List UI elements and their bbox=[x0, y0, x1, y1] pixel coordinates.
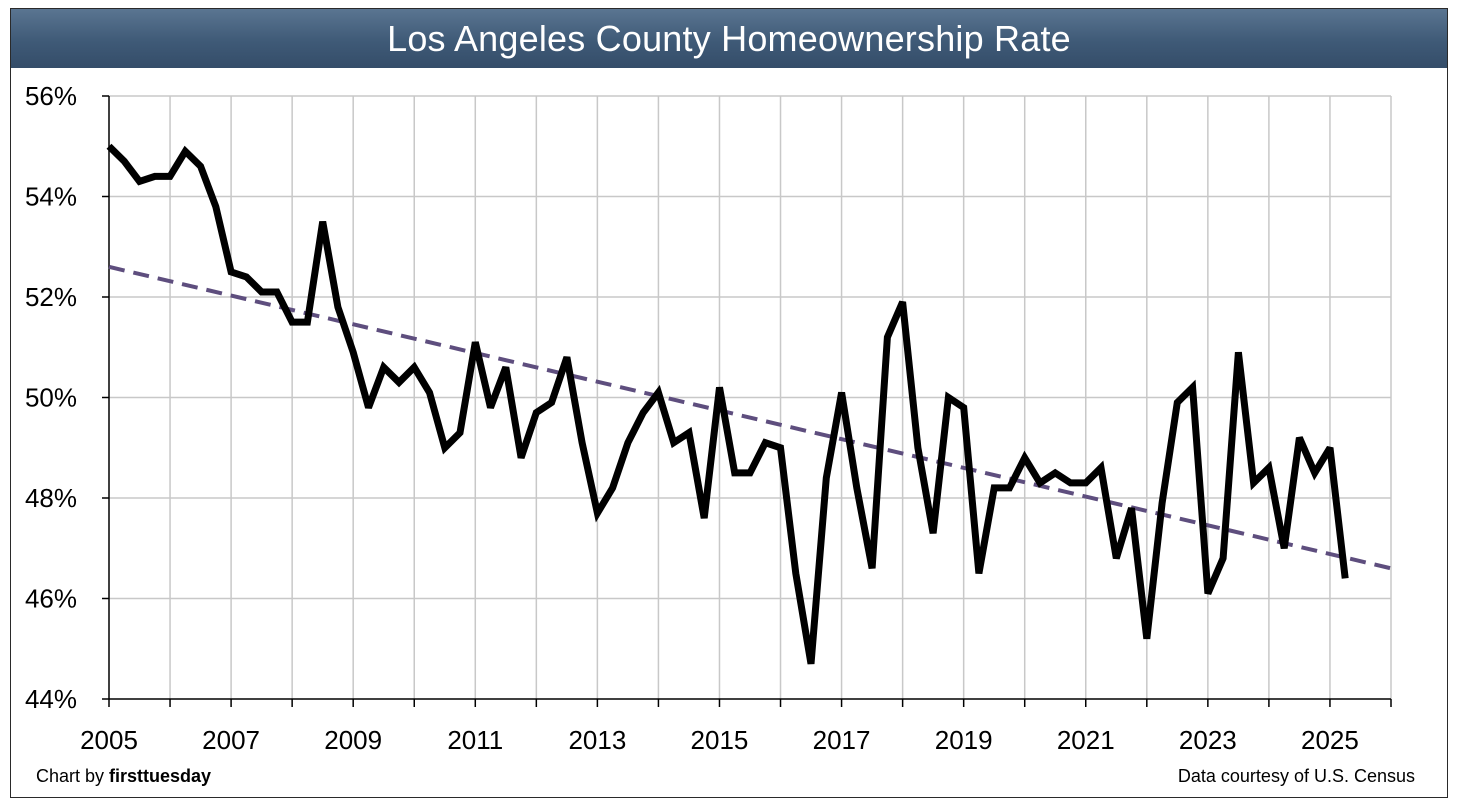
x-tick-label: 2013 bbox=[568, 725, 626, 755]
x-tick-label: 2025 bbox=[1301, 725, 1359, 755]
chart-credit: Chart by firsttuesday bbox=[36, 766, 211, 787]
x-tick-label: 2011 bbox=[447, 725, 503, 755]
series-line bbox=[106, 143, 1349, 665]
data-source-credit: Data courtesy of U.S. Census bbox=[1177, 766, 1415, 786]
y-tick-label: 56% bbox=[25, 81, 77, 111]
y-tick-label: 46% bbox=[25, 584, 77, 614]
x-tick-label: 2005 bbox=[80, 725, 138, 755]
chart-credit-prefix: Chart by bbox=[36, 766, 110, 786]
x-tick-label: 2019 bbox=[935, 725, 993, 755]
x-tick-label: 2009 bbox=[324, 725, 382, 755]
chart-title: Los Angeles County Homeownership Rate bbox=[387, 17, 1071, 59]
y-tick-label: 54% bbox=[25, 182, 77, 212]
trend-line bbox=[108, 264, 1392, 571]
y-tick-label: 44% bbox=[25, 684, 77, 714]
title-bar: Los Angeles County Homeownership Rate bbox=[11, 9, 1447, 68]
y-tick-label: 52% bbox=[25, 282, 77, 312]
x-tick-label: 2021 bbox=[1057, 725, 1115, 755]
chart-credit-brand: firsttuesday bbox=[109, 766, 212, 786]
x-tick-label: 2007 bbox=[202, 725, 260, 755]
y-tick-label: 48% bbox=[25, 483, 77, 513]
x-tick-label: 2015 bbox=[691, 725, 749, 755]
y-tick-label: 50% bbox=[25, 383, 77, 413]
x-tick-label: 2023 bbox=[1179, 725, 1237, 755]
x-tick-label: 2017 bbox=[813, 725, 871, 755]
